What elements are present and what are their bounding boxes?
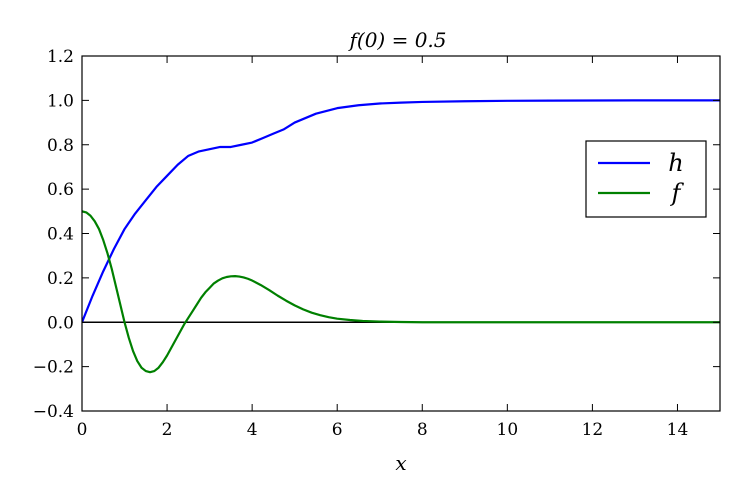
y-tick-label: 1.0 xyxy=(47,91,74,111)
chart-title: f(0) = 0.5 xyxy=(347,28,446,52)
legend-label-h: h xyxy=(668,149,683,177)
x-tick-label: 6 xyxy=(332,420,343,440)
x-tick-label: 12 xyxy=(582,420,604,440)
y-tick-label: −0.4 xyxy=(33,402,74,422)
legend: hf xyxy=(585,140,707,218)
y-tick-label: −0.2 xyxy=(33,358,74,378)
series-line-f xyxy=(82,210,720,374)
y-tick-label: 1.2 xyxy=(47,47,74,67)
x-axis-title: x xyxy=(395,451,406,475)
x-tick-label: 14 xyxy=(667,420,689,440)
y-tick-label: 0.2 xyxy=(47,269,74,289)
x-tick-label: 2 xyxy=(162,420,173,440)
x-tick-label: 10 xyxy=(497,420,519,440)
series-line-h xyxy=(82,99,720,323)
legend-box xyxy=(585,140,707,218)
y-tick-label: 0.4 xyxy=(47,225,74,245)
x-tick-label: 0 xyxy=(77,420,88,440)
x-tick-label: 4 xyxy=(247,420,258,440)
plot-frame xyxy=(81,55,721,412)
x-tick-label: 8 xyxy=(417,420,428,440)
plot-area: 0 2 4 6 8 10 12 14 −0.4 −0.2 0.0 0.2 0.4 0.6 0.8 1.0 1.2 xyxy=(33,47,721,440)
y-tick-label: 0.8 xyxy=(47,136,74,156)
y-tick-label: 0.6 xyxy=(47,180,74,200)
y-tick-label: 0.0 xyxy=(47,313,74,333)
